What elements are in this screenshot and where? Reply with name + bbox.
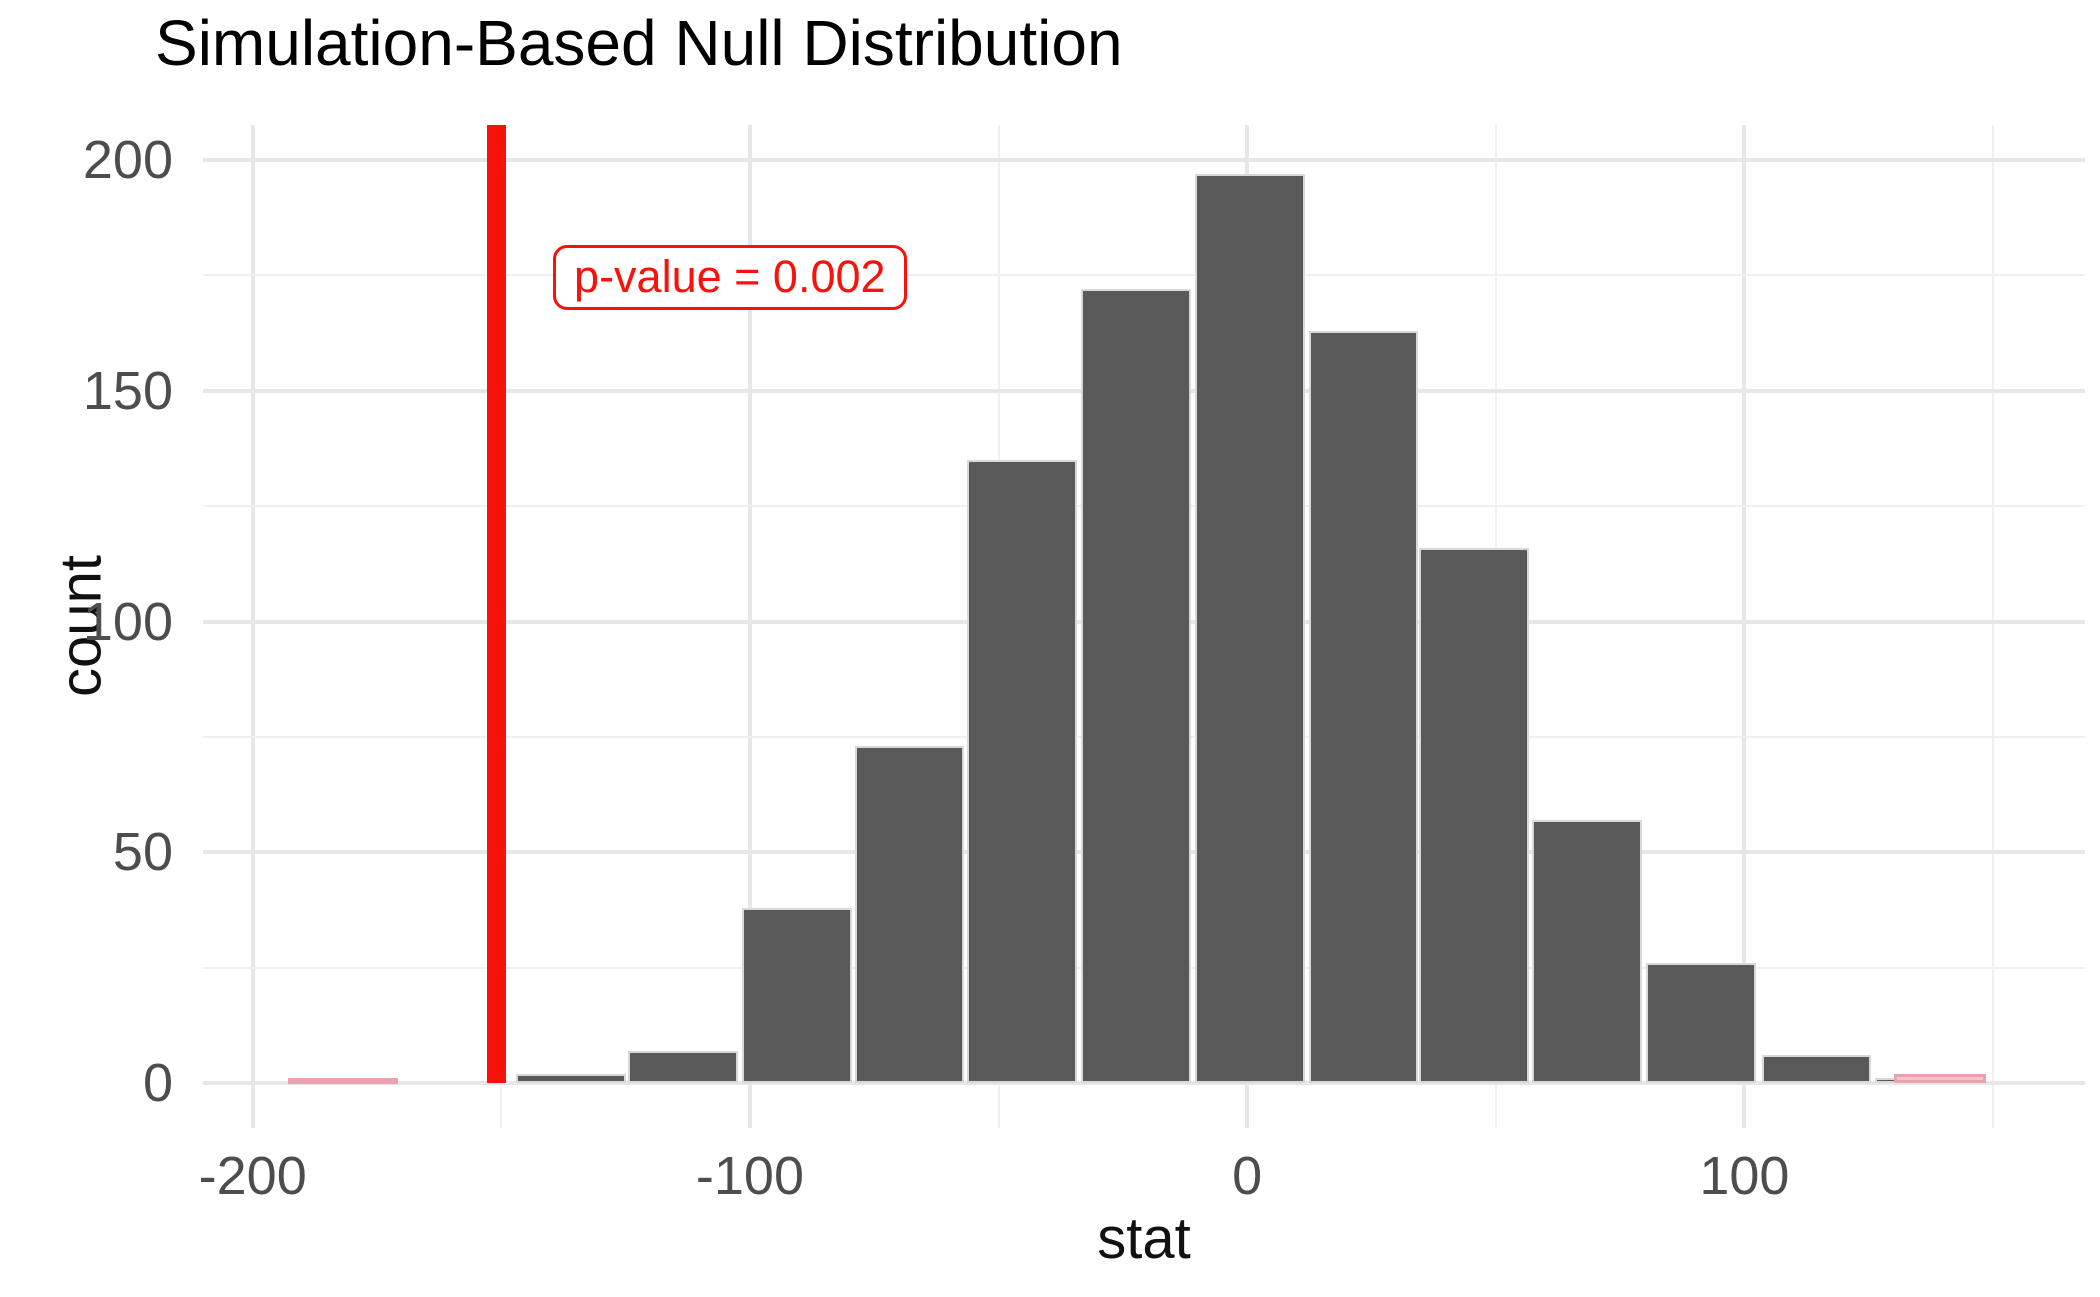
- histogram-bar: [1308, 330, 1419, 1083]
- y-tick-label: 100: [82, 591, 173, 652]
- y-major-gridline: [203, 158, 2085, 163]
- histogram-bar-extreme: [288, 1078, 399, 1085]
- x-tick-label: 0: [1232, 1146, 1263, 1206]
- histogram-bar: [628, 1050, 739, 1083]
- y-tick-label: 150: [82, 360, 173, 421]
- histogram-bar: [966, 460, 1077, 1083]
- histogram-bar: [1761, 1055, 1872, 1083]
- x-major-gridline: [747, 125, 752, 1128]
- x-tick-label: 100: [1699, 1146, 1790, 1206]
- histogram-bar: [516, 1073, 626, 1083]
- histogram-bar: [1532, 819, 1643, 1083]
- histogram-bar: [1419, 547, 1530, 1083]
- x-major-gridline: [1742, 125, 1747, 1128]
- y-tick-label: 200: [82, 130, 173, 191]
- histogram-bar-extreme: [1893, 1073, 1986, 1083]
- x-tick-label: -100: [695, 1146, 804, 1206]
- y-minor-gridline: [203, 274, 2085, 277]
- histogram-bar: [854, 746, 965, 1083]
- x-major-gridline: [250, 125, 255, 1128]
- histogram-bar: [1081, 289, 1192, 1083]
- x-axis-title: stat: [1097, 1206, 1191, 1271]
- x-minor-gridline: [1992, 125, 1994, 1128]
- y-major-gridline: [203, 1081, 2085, 1085]
- p-value-label: p-value = 0.002: [553, 244, 907, 310]
- histogram-bar: [1646, 963, 1757, 1083]
- histogram-bar: [1195, 173, 1306, 1083]
- y-tick-label: 0: [142, 1053, 173, 1113]
- plot-title: Simulation-Based Null Distribution: [155, 7, 1123, 79]
- plot-panel: p-value = 0.002: [203, 125, 2085, 1128]
- x-tick-label: -200: [198, 1146, 307, 1206]
- y-tick-label: 50: [112, 822, 173, 883]
- histogram-bar: [741, 907, 852, 1083]
- observed-stat-line: [486, 125, 506, 1083]
